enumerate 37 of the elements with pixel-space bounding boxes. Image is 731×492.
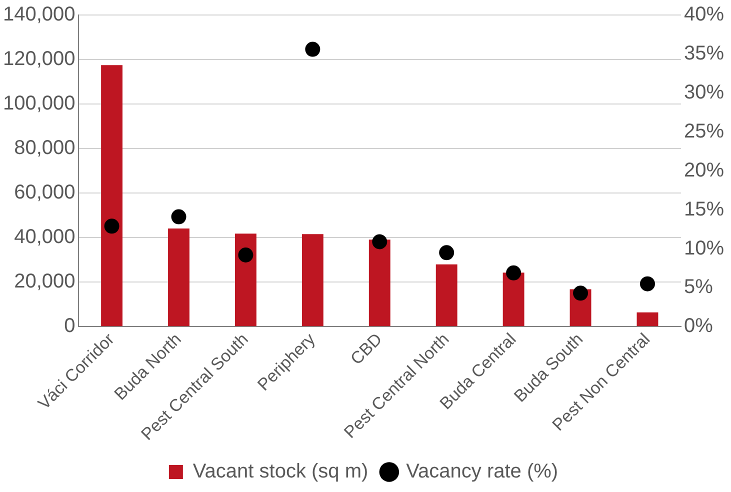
point [372,234,388,250]
y-tick-label: 20,000 [14,270,76,293]
y-tick-label: 100,000 [3,92,76,115]
bar [502,272,524,326]
point [506,265,522,280]
point [104,218,120,234]
y2-tick-label: 0% [684,315,714,338]
y-tick-label: 40,000 [14,226,76,248]
y2-tick-label: 10% [684,237,724,260]
bar [101,65,122,326]
y2-tick-label: 5% [684,276,714,298]
y2-tick-label: 15% [684,198,724,220]
bar [436,264,458,326]
legend-label: Vacant stock (sq m) [192,460,368,483]
y2-tick-label: 20% [684,159,724,182]
point [573,286,588,301]
y-tick-label: 60,000 [14,182,76,204]
y2-tick-label: 25% [684,120,724,142]
y-tick-label: 120,000 [3,48,76,70]
bar [168,228,190,326]
point [640,276,655,292]
y-tick-label: 80,000 [14,137,76,160]
point [305,42,320,57]
legend-label: Vacancy rate (%) [406,460,558,483]
bar [368,240,390,326]
bar [302,234,324,326]
bar [636,312,658,326]
point [238,247,254,262]
y-tick-label: 140,000 [3,4,76,26]
y-tick-label: 0 [64,315,76,338]
y2-tick-label: 30% [684,81,724,104]
point [171,209,186,224]
y2-tick-label: 35% [684,42,724,64]
y2-tick-label: 40% [684,4,724,26]
x-tick-label: CBD [346,330,386,368]
point [439,245,454,260]
bar [234,234,256,326]
